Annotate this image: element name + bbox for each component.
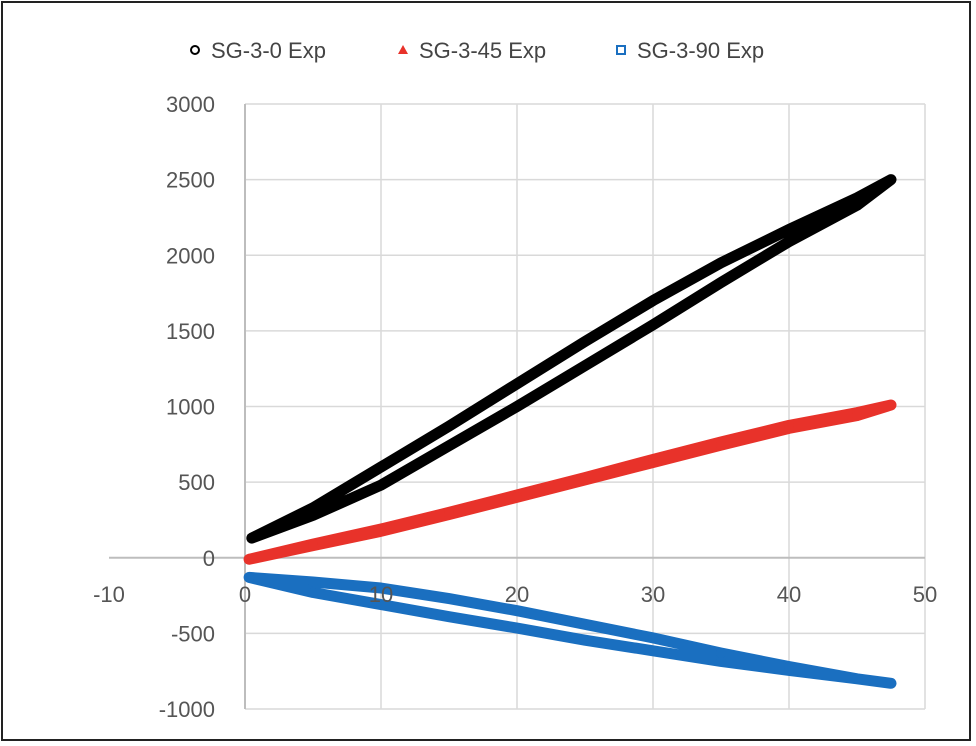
data-point xyxy=(512,605,522,616)
x-tick-label: 20 xyxy=(505,582,529,607)
y-tick-label: -500 xyxy=(171,621,215,646)
data-point xyxy=(886,174,896,185)
data-point xyxy=(852,200,862,211)
y-tick-label: 1000 xyxy=(166,395,215,420)
legend-label: SG-3-90 Exp xyxy=(637,38,764,63)
data-point xyxy=(444,421,454,432)
data-point xyxy=(376,526,386,537)
data-point xyxy=(648,319,658,330)
data-point xyxy=(886,399,896,410)
y-tick-label: 2500 xyxy=(166,168,215,193)
data-point xyxy=(444,593,454,604)
data-point xyxy=(308,510,318,521)
data-point xyxy=(852,673,862,684)
x-tick-label: 0 xyxy=(239,582,251,607)
data-point xyxy=(308,576,318,587)
data-point xyxy=(580,474,590,485)
data-point xyxy=(716,648,726,659)
grid-layer xyxy=(244,103,926,710)
legend-item: SG-3-0 Exp xyxy=(190,38,326,63)
circle-marker-icon xyxy=(190,45,200,55)
data-point xyxy=(512,401,522,412)
y-tick-label: -1000 xyxy=(159,697,215,722)
data-point xyxy=(376,462,386,472)
data-point xyxy=(852,192,862,203)
data-point xyxy=(852,410,862,421)
ticks-layer: -10 0 10 20 30 40 50 -1000 -500 0 500 1000 1500 2000 2… xyxy=(93,92,937,722)
data-point xyxy=(580,336,590,347)
series-0 xyxy=(246,174,897,544)
data-point xyxy=(308,587,318,598)
data-point xyxy=(716,257,726,268)
data-point xyxy=(648,457,658,468)
data-point xyxy=(512,623,522,634)
legend-item: SG-3-90 Exp xyxy=(616,38,764,63)
x-tick-label: 10 xyxy=(369,582,393,607)
data-point xyxy=(784,423,794,434)
data-point xyxy=(444,509,454,520)
y-tick-label: 3000 xyxy=(166,92,215,117)
y-tick-label: 500 xyxy=(178,470,215,495)
triangle-marker-icon xyxy=(398,45,408,54)
data-point xyxy=(580,619,590,630)
data-point xyxy=(246,533,257,544)
x-tick-label: 50 xyxy=(913,582,937,607)
series-2 xyxy=(243,571,897,689)
y-tick-label: 0 xyxy=(203,546,215,571)
data-point xyxy=(512,492,522,503)
legend-item: SG-3-45 Exp xyxy=(398,38,546,63)
data-point xyxy=(580,360,590,371)
x-tick-label: -10 xyxy=(93,582,125,607)
data-point xyxy=(244,572,255,583)
data-point xyxy=(308,502,318,513)
data-point xyxy=(784,224,794,235)
data-point xyxy=(580,635,590,646)
data-point xyxy=(244,554,255,565)
y-tick-label: 2000 xyxy=(166,243,215,268)
x-tick-label: 40 xyxy=(777,582,801,607)
y-tick-label: 1500 xyxy=(166,319,215,344)
square-marker-icon xyxy=(616,45,626,55)
data-point xyxy=(376,480,386,491)
legend: SG-3-0 Exp SG-3-45 Exp SG-3-90 Exp xyxy=(190,38,764,63)
series-layer xyxy=(243,174,897,689)
chart-svg: -10 0 10 20 30 40 50 -1000 -500 0 500 1000 1500 2000 2… xyxy=(93,38,937,722)
data-point xyxy=(716,440,726,451)
data-point xyxy=(444,611,454,622)
data-point xyxy=(512,378,522,389)
data-point xyxy=(886,678,896,689)
data-point xyxy=(784,236,794,247)
legend-label: SG-3-0 Exp xyxy=(211,38,326,63)
data-point xyxy=(784,661,794,672)
data-point xyxy=(648,295,658,306)
legend-label: SG-3-45 Exp xyxy=(419,38,546,63)
data-point xyxy=(444,440,454,451)
data-point xyxy=(376,599,386,610)
series-1 xyxy=(243,399,897,565)
data-point xyxy=(648,632,658,643)
data-point xyxy=(648,645,658,656)
data-point xyxy=(376,583,386,593)
x-tick-label: 30 xyxy=(641,582,665,607)
data-point xyxy=(308,540,318,551)
data-point xyxy=(716,656,726,667)
data-point xyxy=(716,277,726,288)
